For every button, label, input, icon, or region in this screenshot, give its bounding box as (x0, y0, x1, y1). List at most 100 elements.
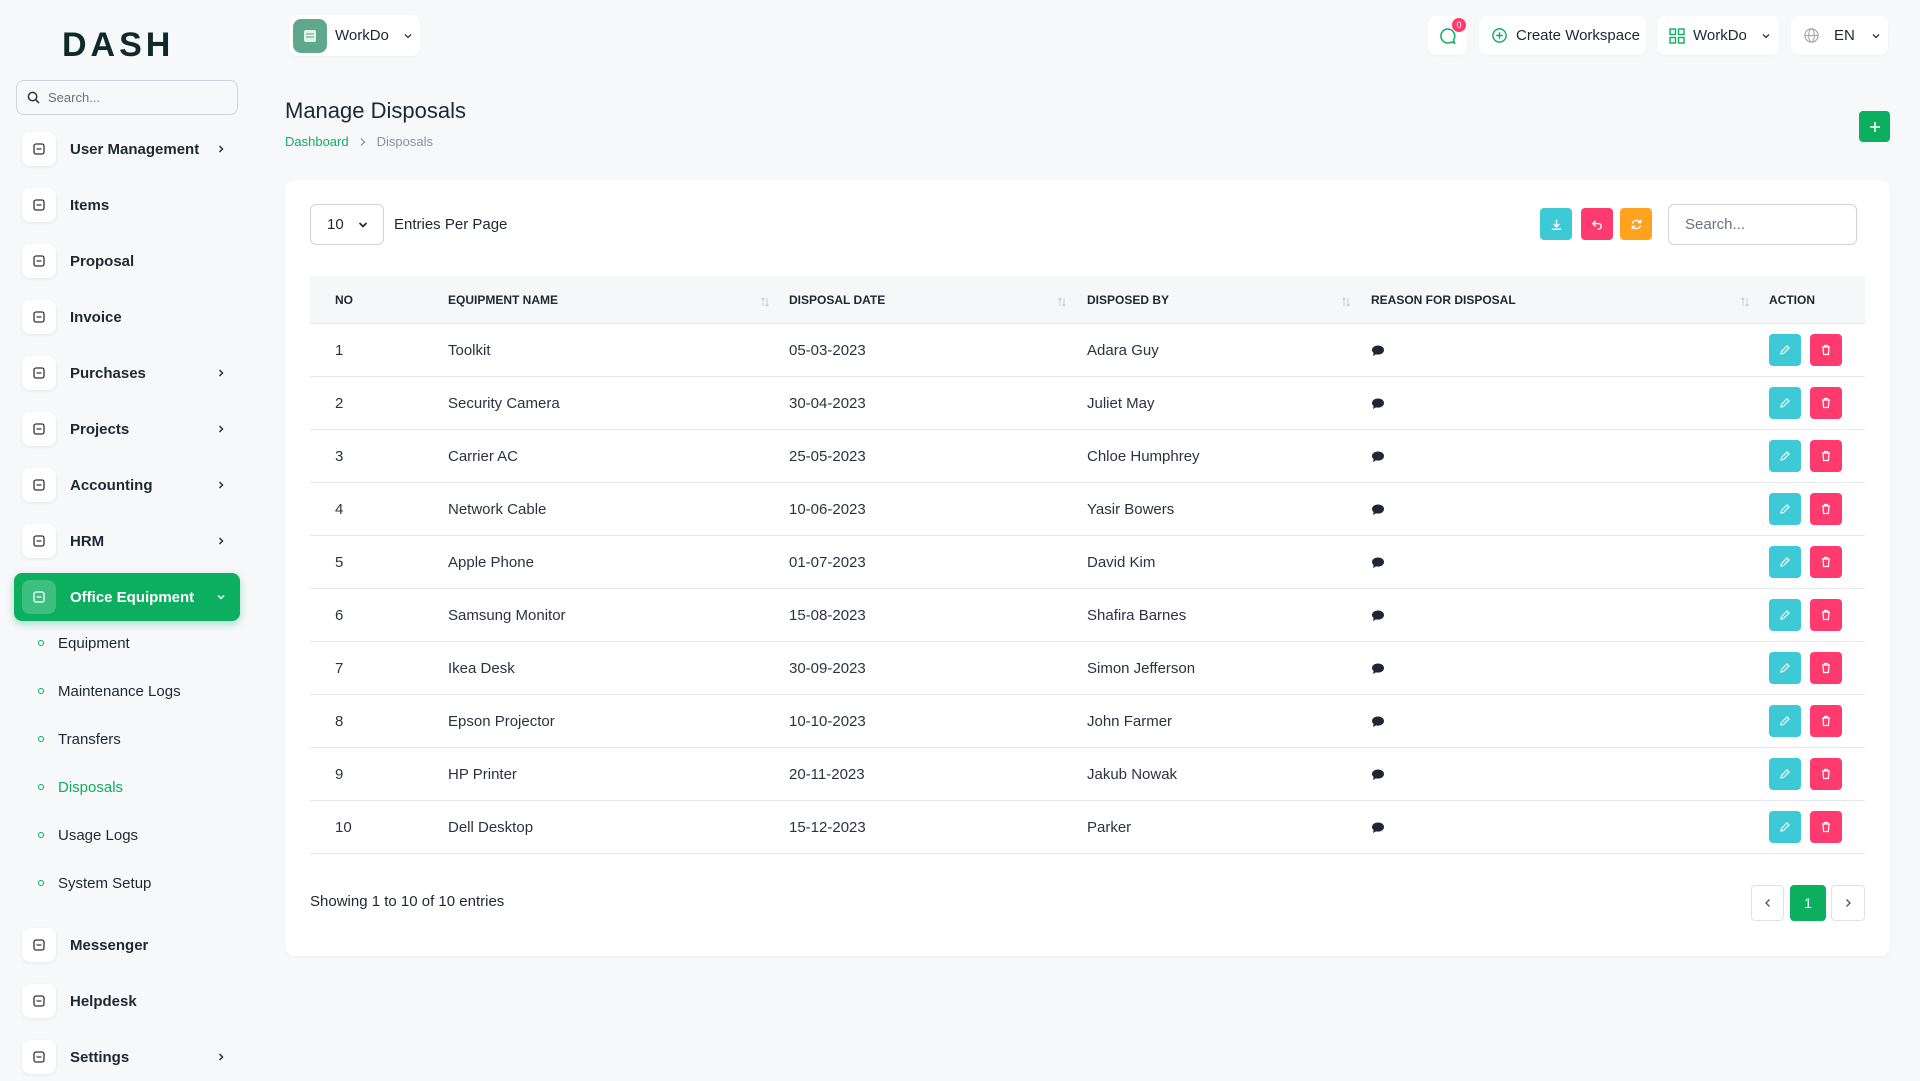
nav-subitem[interactable]: Usage Logs (38, 815, 138, 855)
breadcrumb: Dashboard Disposals (285, 134, 433, 149)
sort-icon[interactable] (760, 294, 770, 311)
nav-subitem[interactable]: Maintenance Logs (38, 671, 181, 711)
nav-item[interactable]: Proposal (14, 237, 240, 285)
delete-button[interactable] (1810, 387, 1842, 419)
nav-icon (22, 188, 56, 222)
reason-icon[interactable] (1371, 821, 1385, 839)
delete-button[interactable] (1810, 811, 1842, 843)
column-header: EQUIPMENT NAME (448, 292, 559, 307)
delete-button[interactable] (1810, 334, 1842, 366)
reason-icon[interactable] (1371, 450, 1385, 468)
edit-button[interactable] (1769, 599, 1801, 631)
nav-subitem[interactable]: Equipment (38, 623, 130, 663)
delete-icon (1822, 662, 1830, 674)
nav-item[interactable]: Messenger (14, 921, 240, 969)
nav-item[interactable]: Office Equipment (14, 573, 240, 621)
sort-icon[interactable] (1740, 294, 1750, 311)
sort-icon[interactable] (1341, 294, 1351, 311)
icon (33, 995, 45, 1007)
nav-item[interactable]: Projects (14, 405, 240, 453)
reason-icon[interactable] (1371, 397, 1385, 415)
delete-button[interactable] (1810, 440, 1842, 472)
reason-icon[interactable] (1371, 715, 1385, 733)
language-switcher[interactable]: EN (1791, 16, 1888, 55)
edit-button[interactable] (1769, 652, 1801, 684)
prev-page[interactable] (1751, 885, 1784, 921)
delete-icon (1822, 609, 1830, 621)
sub-label: Disposals (58, 778, 124, 796)
chevron (217, 594, 225, 600)
sort-icon[interactable] (1057, 294, 1067, 311)
nav-subitem[interactable]: Transfers (38, 719, 121, 759)
row-divider (310, 747, 1865, 748)
nav-subitem[interactable]: System Setup (38, 863, 151, 903)
row-divider (310, 853, 1865, 854)
nav-item[interactable]: HRM (14, 517, 240, 565)
nav-item[interactable]: Invoice (14, 293, 240, 341)
edit-button[interactable] (1769, 705, 1801, 737)
reason-icon[interactable] (1371, 556, 1385, 574)
reason-icon[interactable] (1371, 662, 1385, 680)
table-search[interactable]: Search... (1668, 204, 1857, 245)
edit-button[interactable] (1769, 493, 1801, 525)
edit-button[interactable] (1769, 387, 1801, 419)
table-cell: HP Printer (448, 766, 517, 783)
edit-button[interactable] (1769, 440, 1801, 472)
nav-icon (22, 1040, 56, 1074)
nav-item[interactable]: Purchases (14, 349, 240, 397)
edit-icon (1780, 663, 1790, 673)
table-cell: 3 (335, 448, 344, 465)
nav-subitem[interactable]: Disposals (38, 767, 123, 807)
table-cell: Carrier AC (448, 448, 519, 465)
sub-label: Maintenance Logs (58, 682, 181, 700)
nav-label: Accounting (70, 476, 153, 494)
nav-item[interactable]: Accounting (14, 461, 240, 509)
delete-button[interactable] (1810, 758, 1842, 790)
nav-item[interactable]: User Management (14, 125, 240, 173)
breadcrumb-link[interactable]: Dashboard (285, 134, 349, 149)
delete-button[interactable] (1810, 652, 1842, 684)
export-button[interactable] (1540, 208, 1572, 240)
reason-icon[interactable] (1371, 503, 1385, 521)
reason-icon[interactable] (1371, 609, 1385, 627)
page-size-select[interactable]: 10 (310, 204, 384, 245)
delete-button[interactable] (1810, 493, 1842, 525)
delete-button[interactable] (1810, 546, 1842, 578)
reload-button[interactable] (1620, 208, 1652, 240)
create-workspace-button[interactable]: Create Workspace (1479, 16, 1646, 55)
chat-bubble (1372, 398, 1384, 409)
delete-icon (1822, 715, 1830, 727)
nav-item[interactable]: Items (14, 181, 240, 229)
delete-button[interactable] (1810, 705, 1842, 737)
table-cell: Parker (1087, 819, 1132, 836)
icon (33, 143, 45, 155)
chevron (218, 481, 224, 489)
table-cell: 10-06-2023 (789, 501, 866, 518)
edit-icon (1780, 610, 1790, 620)
next-page[interactable] (1831, 885, 1865, 921)
table-cell: Apple Phone (448, 554, 534, 571)
delete-button[interactable] (1810, 599, 1842, 631)
reason-icon[interactable] (1371, 768, 1385, 786)
edit-button[interactable] (1769, 758, 1801, 790)
notifications[interactable]: 0 (1428, 16, 1467, 55)
nav-label: Invoice (70, 308, 122, 326)
reset-button[interactable] (1581, 208, 1613, 240)
table-cell: 25-05-2023 (789, 448, 866, 465)
user-menu[interactable]: WorkDo (1657, 16, 1779, 55)
icon (33, 479, 45, 491)
edit-button[interactable] (1769, 811, 1801, 843)
edit-button[interactable] (1769, 334, 1801, 366)
reason-icon[interactable] (1371, 344, 1385, 362)
sort-arrows (1058, 297, 1066, 307)
sort-arrows (1741, 297, 1749, 307)
current-page[interactable]: 1 (1790, 885, 1826, 921)
add-button[interactable] (1859, 111, 1890, 142)
workspace-switcher[interactable]: WorkDo (289, 15, 420, 56)
nav-item[interactable]: Settings (14, 1033, 240, 1081)
edit-button[interactable] (1769, 546, 1801, 578)
sidebar-search[interactable]: Search... (16, 80, 238, 115)
chevron (218, 537, 224, 545)
nav-item[interactable]: Helpdesk (14, 977, 240, 1025)
